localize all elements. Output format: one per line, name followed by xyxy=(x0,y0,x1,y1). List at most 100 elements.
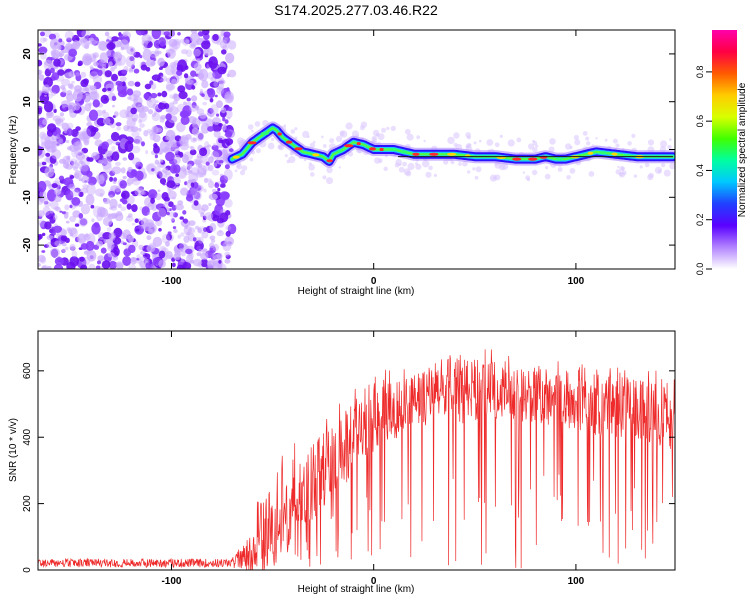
noise-speck xyxy=(186,231,190,236)
snr-line xyxy=(38,349,675,570)
halo-speck xyxy=(479,139,482,143)
noise-speck xyxy=(128,69,134,73)
noise-speck xyxy=(149,193,155,200)
noise-speck xyxy=(130,107,137,115)
noise-speck xyxy=(86,250,97,262)
noise-speck xyxy=(165,129,176,141)
noise-speck xyxy=(136,257,140,261)
noise-speck xyxy=(59,112,65,117)
hotspot xyxy=(294,147,303,151)
noise-speck xyxy=(68,144,78,152)
halo-speck xyxy=(522,171,525,174)
noise-speck xyxy=(141,191,146,195)
halo-speck xyxy=(549,138,556,145)
noise-speck xyxy=(108,261,118,269)
noise-speck xyxy=(79,166,83,170)
noise-speck xyxy=(108,123,112,126)
noise-speck xyxy=(191,117,201,129)
y-tick-label: -10 xyxy=(22,190,33,205)
noise-speck xyxy=(89,71,99,80)
noise-speck xyxy=(217,187,221,192)
noise-speck xyxy=(166,211,170,216)
noise-speck xyxy=(208,203,212,206)
noise-speck xyxy=(53,58,61,67)
noise-speck xyxy=(135,228,140,232)
noise-speck xyxy=(77,233,87,244)
noise-speck xyxy=(66,128,73,137)
noise-speck xyxy=(61,78,71,87)
noise-speck xyxy=(88,263,96,269)
noise-speck xyxy=(130,257,137,265)
hotspot xyxy=(390,148,398,152)
noise-speck xyxy=(218,123,223,127)
halo-speck xyxy=(428,165,433,171)
halo-speck xyxy=(290,129,296,134)
noise-speck xyxy=(133,68,140,74)
noise-speck xyxy=(172,100,178,105)
noise-speck xyxy=(176,70,183,76)
noise-speck xyxy=(90,66,94,70)
noise-speck xyxy=(88,102,92,107)
noise-speck xyxy=(130,191,135,194)
noise-speck xyxy=(67,83,73,89)
noise-speck xyxy=(58,118,64,123)
noise-speck xyxy=(43,101,54,113)
noise-speck xyxy=(198,248,204,253)
noise-speck xyxy=(216,113,220,117)
noise-speck xyxy=(150,197,156,204)
noise-speck xyxy=(192,258,203,267)
noise-speck xyxy=(75,140,83,147)
noise-speck xyxy=(171,262,176,268)
noise-speck xyxy=(196,252,202,257)
noise-speck xyxy=(159,159,164,163)
noise-speck xyxy=(102,87,107,93)
noise-speck xyxy=(223,123,227,127)
noise-speck xyxy=(197,133,204,140)
noise-speck xyxy=(78,150,85,156)
noise-speck xyxy=(152,236,163,247)
noise-speck xyxy=(45,116,49,121)
noise-speck xyxy=(115,122,122,127)
noise-speck xyxy=(38,46,48,55)
noise-speck xyxy=(209,97,214,103)
noise-speck xyxy=(44,94,47,97)
hotspot xyxy=(260,131,269,136)
noise-speck xyxy=(115,262,120,266)
noise-speck xyxy=(184,181,188,186)
noise-speck xyxy=(218,79,226,85)
noise-speck xyxy=(104,70,112,78)
noise-speck xyxy=(79,164,89,172)
noise-speck xyxy=(65,43,73,51)
noise-speck xyxy=(155,193,162,201)
halo-speck xyxy=(284,154,288,158)
noise-speck xyxy=(71,162,80,169)
noise-speck xyxy=(187,227,196,234)
noise-speck xyxy=(212,117,221,125)
noise-speck xyxy=(173,212,178,218)
noise-speck xyxy=(82,184,89,189)
noise-speck xyxy=(153,110,158,115)
noise-speck xyxy=(111,95,117,102)
noise-speck xyxy=(113,52,123,63)
noise-speck xyxy=(146,244,156,253)
noise-speck xyxy=(131,204,138,213)
halo-speck xyxy=(604,138,608,142)
halo-speck xyxy=(494,174,501,181)
halo-speck xyxy=(585,136,590,141)
noise-speck xyxy=(171,78,177,85)
hotspot xyxy=(337,149,343,153)
halo-speck xyxy=(548,146,555,153)
y-tick-label: 200 xyxy=(22,495,33,512)
noise-speck xyxy=(80,37,88,43)
halo-speck xyxy=(507,139,515,147)
noise-speck xyxy=(94,139,103,147)
halo-speck xyxy=(467,170,471,174)
noise-speck xyxy=(167,48,176,59)
noise-speck xyxy=(86,183,96,196)
halo-speck xyxy=(667,144,672,150)
noise-speck xyxy=(208,193,218,201)
noise-speck xyxy=(135,30,145,36)
halo-speck xyxy=(465,132,471,138)
noise-speck xyxy=(222,117,226,122)
noise-speck xyxy=(123,125,129,132)
